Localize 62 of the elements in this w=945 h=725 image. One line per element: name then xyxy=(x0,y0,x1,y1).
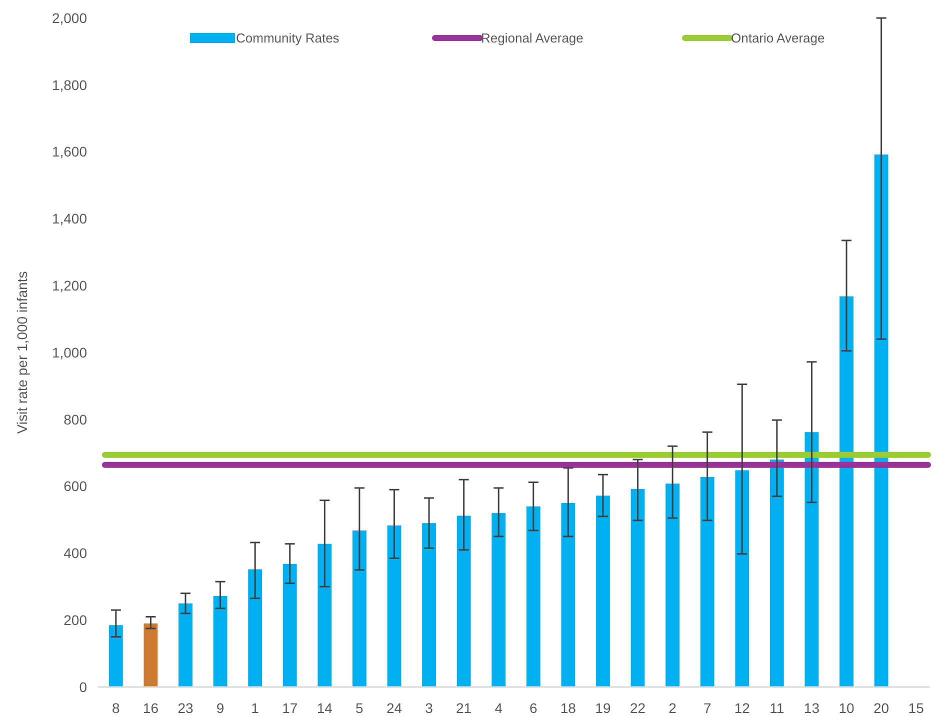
x-tick-label: 17 xyxy=(282,700,298,716)
x-tick-label: 11 xyxy=(770,700,784,716)
bar xyxy=(735,470,750,687)
x-tick-label: 24 xyxy=(386,700,402,716)
bar xyxy=(630,488,645,687)
x-tick-label: 23 xyxy=(178,700,194,716)
bar xyxy=(700,476,714,687)
x-tick-label: 15 xyxy=(908,700,924,716)
x-tick-label: 18 xyxy=(560,700,576,716)
bar xyxy=(282,564,297,687)
bar xyxy=(352,530,366,687)
y-tick-label: 1,000 xyxy=(52,344,88,360)
bar xyxy=(318,544,332,687)
x-tick-label: 10 xyxy=(838,700,854,716)
bar xyxy=(456,516,471,687)
bar xyxy=(178,603,192,687)
x-tick-label: 16 xyxy=(142,700,159,716)
bar xyxy=(874,154,888,687)
bar xyxy=(561,503,576,687)
y-tick-label: 800 xyxy=(64,411,88,428)
x-tick-label: 12 xyxy=(734,700,750,716)
x-tick-label: 3 xyxy=(425,700,434,716)
bar xyxy=(492,513,506,687)
bar xyxy=(840,296,854,687)
bar xyxy=(770,460,784,687)
x-tick-label: 2 xyxy=(668,700,677,716)
x-tick-label: 13 xyxy=(804,700,820,716)
y-tick-label: 400 xyxy=(64,545,88,562)
x-tick-label: 5 xyxy=(356,700,364,716)
bar xyxy=(108,625,123,687)
x-tick-label: 1 xyxy=(251,700,260,716)
bar xyxy=(804,432,819,687)
y-tick-label: 200 xyxy=(64,612,88,628)
bar xyxy=(248,569,262,687)
y-tick-label: 600 xyxy=(64,478,88,494)
y-tick-label: 1,800 xyxy=(52,76,88,93)
y-tick-label: 1,400 xyxy=(52,210,88,227)
bar xyxy=(422,523,436,687)
legend-label: Community Rates xyxy=(236,30,340,46)
bar xyxy=(666,484,680,687)
bar xyxy=(387,525,402,687)
bar xyxy=(596,496,610,687)
y-axis-title: Visit rate per 1,000 infants xyxy=(14,271,30,434)
x-tick-label: 22 xyxy=(630,700,646,716)
bar xyxy=(213,596,228,687)
y-tick-label: 1,200 xyxy=(52,278,88,294)
legend-label: Regional Average xyxy=(481,30,584,46)
x-tick-label: 14 xyxy=(316,700,333,716)
x-tick-label: 21 xyxy=(456,700,472,716)
x-tick-label: 6 xyxy=(529,700,538,716)
y-tick-label: 0 xyxy=(79,678,88,695)
bar xyxy=(526,506,540,687)
x-tick-label: 20 xyxy=(874,700,890,716)
x-tick-label: 9 xyxy=(216,700,224,716)
y-tick-label: 2,000 xyxy=(52,10,88,26)
x-tick-label: 4 xyxy=(494,700,503,716)
x-tick-label: 7 xyxy=(703,700,712,716)
legend-label: Ontario Average xyxy=(731,30,825,46)
y-tick-label: 1,600 xyxy=(52,144,88,160)
bar xyxy=(144,623,158,687)
x-tick-label: 19 xyxy=(595,700,611,716)
x-tick-label: 8 xyxy=(112,700,120,716)
